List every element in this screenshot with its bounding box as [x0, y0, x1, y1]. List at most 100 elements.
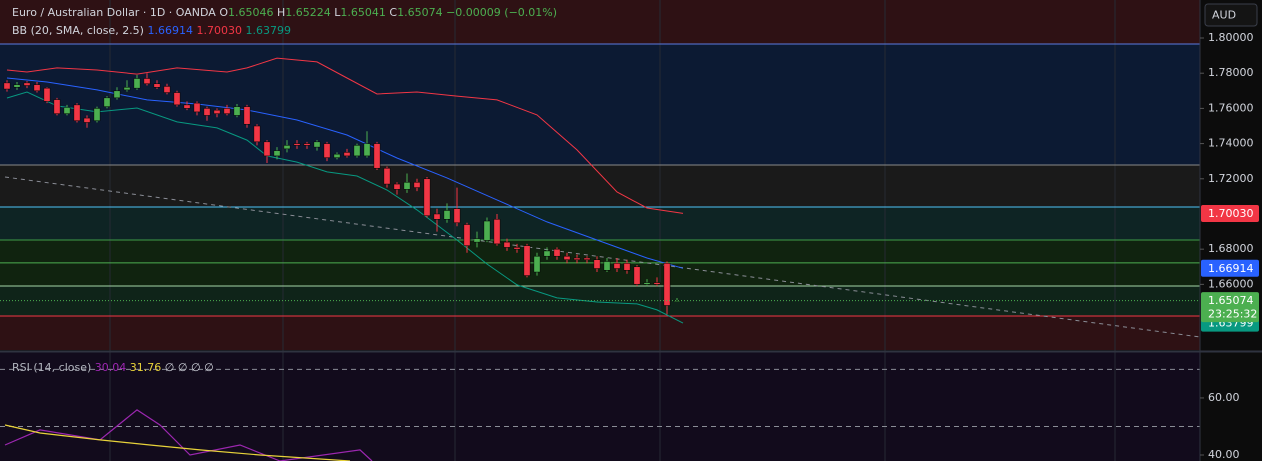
candle-body	[333, 153, 341, 158]
candle-body	[493, 219, 501, 245]
price-tag-label: 1.66914	[1208, 262, 1254, 275]
candle-body	[363, 143, 371, 157]
candle-body	[393, 183, 401, 190]
bb-value: 1.70030	[196, 24, 242, 37]
candle-body	[423, 178, 431, 216]
rsi-title: RSI (14, close)	[12, 361, 91, 374]
change: −0.00009 (−0.01%)	[446, 6, 557, 19]
price-tag-label: 1.70030	[1208, 207, 1254, 220]
candle-body	[243, 106, 251, 125]
bb-value: 1.63799	[245, 24, 291, 37]
bollinger-band	[6, 91, 684, 324]
candle-body	[213, 109, 221, 114]
placeholder: ∅	[165, 361, 175, 374]
candle-body	[343, 152, 351, 157]
placeholder: ∅	[178, 361, 188, 374]
zones	[0, 0, 1200, 350]
candle-body	[53, 99, 61, 114]
ohlc-value: 1.65224	[285, 6, 331, 19]
candle-body	[113, 90, 121, 99]
candle-body	[593, 259, 601, 269]
candle-body	[533, 255, 541, 273]
candle-body	[3, 82, 11, 90]
candle-body	[133, 78, 141, 89]
candle-body	[503, 241, 511, 248]
rsi-line	[4, 409, 373, 461]
y-tick-label: 1.74000	[1208, 137, 1254, 150]
y-tick-label: 1.68000	[1208, 242, 1254, 255]
rsi-background	[0, 352, 1200, 461]
zone	[0, 316, 1200, 350]
candle-body	[253, 125, 261, 143]
candle-body	[173, 92, 181, 106]
candle-body	[123, 87, 131, 91]
candle-body	[483, 220, 491, 241]
y-tick-label: 1.66000	[1208, 277, 1254, 290]
y-tick-label: 1.76000	[1208, 101, 1254, 114]
candle-body	[573, 257, 581, 260]
price-axis	[1200, 0, 1262, 461]
bollinger-band	[6, 57, 684, 214]
candle-body	[293, 143, 301, 146]
y-tick-label: 1.78000	[1208, 66, 1254, 79]
bb-label: BB (20, SMA, close, 2.5)	[12, 24, 144, 37]
candle-body	[93, 108, 101, 121]
candle-body	[613, 262, 621, 269]
currency-button[interactable]	[1204, 3, 1258, 27]
candle-body	[623, 262, 631, 271]
y-tick-label: 1.72000	[1208, 172, 1254, 185]
ohlc-value: 1.65074	[397, 6, 443, 19]
candle-body	[583, 257, 591, 260]
candle-body	[73, 104, 81, 121]
price-tag	[1201, 292, 1259, 323]
countdown: 23:25:32	[1208, 308, 1257, 321]
candle-body	[673, 300, 681, 302]
candle-body	[323, 143, 331, 158]
bb-value: 1.66914	[147, 24, 193, 37]
candle-body	[543, 250, 551, 257]
candle-body	[233, 106, 241, 116]
ohlc-key: L	[334, 6, 341, 19]
candle-body	[313, 141, 321, 148]
candle-body	[13, 84, 21, 88]
indicator-line: BB (20, SMA, close, 2.5) 1.66914 1.70030…	[12, 24, 291, 37]
price-tag	[1201, 204, 1259, 222]
y-tick-label: 40.00	[1208, 448, 1240, 461]
zone	[0, 165, 1200, 207]
candle-body	[413, 182, 421, 188]
candle-body	[643, 282, 651, 285]
price-tag	[1201, 259, 1259, 277]
ohlc-key: C	[389, 6, 397, 19]
candle-body	[513, 247, 521, 250]
candle-body	[83, 117, 91, 123]
ohlc-key: H	[277, 6, 285, 19]
ohlc-key: O	[219, 6, 228, 19]
rsi-value: 31.76	[130, 361, 162, 374]
candle-body	[523, 245, 531, 276]
candle-body	[653, 282, 661, 285]
time-grid	[109, 0, 1116, 461]
plot	[0, 43, 1201, 461]
candle-body	[443, 210, 451, 220]
candle-body	[183, 104, 191, 109]
candle-body	[663, 262, 671, 306]
price-tag-label: 1.65074	[1208, 294, 1254, 307]
candle-body	[383, 167, 391, 185]
zone	[0, 0, 1200, 44]
trend-line	[4, 176, 1201, 338]
candle-body	[603, 261, 611, 271]
candle-body	[463, 224, 471, 246]
symbol: Euro / Australian Dollar · 1D · OANDA	[12, 6, 216, 19]
candle-body	[403, 182, 411, 190]
candle-body	[223, 108, 231, 114]
rsi-value: 30.04	[95, 361, 127, 374]
axis-labels: 1.80000 1.78000 1.76000 1.74000 1.72000 1.680…	[1200, 31, 1259, 461]
candle-body	[273, 150, 281, 157]
candle-body	[353, 145, 361, 157]
rsi-legend: RSI (14, close) 30.04 31.76 ∅ ∅ ∅ ∅	[12, 361, 214, 374]
candle-body	[563, 255, 571, 260]
candle-body	[23, 82, 31, 86]
header-line: Euro / Australian Dollar · 1D · OANDA O 1…	[12, 6, 557, 19]
candle-body	[163, 86, 171, 93]
